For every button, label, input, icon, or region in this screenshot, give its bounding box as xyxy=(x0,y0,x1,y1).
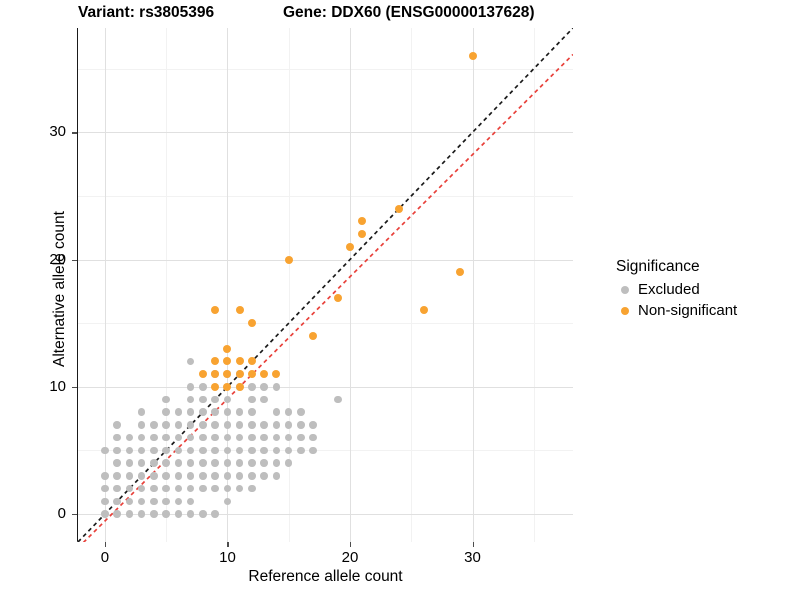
gridline-minor-vertical xyxy=(288,28,290,542)
y-axis-tick-label: 0 xyxy=(57,505,66,522)
x-axis-tick-label: 20 xyxy=(341,549,359,566)
gridline-major-vertical xyxy=(350,28,351,542)
x-axis-tick xyxy=(350,542,352,547)
y-axis-tick xyxy=(72,132,77,134)
x-axis-tick xyxy=(227,542,229,547)
gridline-major-vertical xyxy=(104,28,106,542)
excluded-dot-icon xyxy=(616,281,634,299)
legend-item-label: Non-significant xyxy=(638,302,738,319)
x-axis-label: Reference allele count xyxy=(248,568,403,585)
gridline-major-vertical xyxy=(472,28,474,542)
gridline-minor-vertical xyxy=(533,28,535,542)
y-axis-tick xyxy=(72,386,77,388)
gridline-major-horizontal xyxy=(78,514,573,515)
y-axis-tick-label: 10 xyxy=(49,377,66,395)
legend-swatch xyxy=(621,285,629,294)
panel-axis-line-y xyxy=(77,28,79,542)
y-axis-tick xyxy=(72,514,77,516)
gridline-minor-horizontal xyxy=(78,68,573,70)
gridline-minor-horizontal xyxy=(78,323,573,325)
legend-items: Excluded Non-significant xyxy=(616,279,737,321)
x-axis-tick-label: 0 xyxy=(100,549,110,566)
gridline-minor-horizontal xyxy=(78,195,573,197)
identity-line xyxy=(78,28,573,542)
x-axis-tick xyxy=(472,542,474,547)
legend-item-label: Excluded xyxy=(638,281,700,298)
gridline-minor-horizontal xyxy=(78,450,573,452)
x-axis-tick-label: 30 xyxy=(464,549,481,566)
gridline-major-horizontal xyxy=(78,132,573,134)
legend-title: Significance xyxy=(616,258,700,275)
gridline-major-vertical xyxy=(227,28,229,542)
reference-lines xyxy=(78,28,573,542)
variant-title: Variant: rs3805396 xyxy=(78,4,215,21)
y-axis-tick-label: 20 xyxy=(49,250,66,268)
legend-item-non-significant[interactable]: Non-significant xyxy=(616,300,737,321)
y-axis-label: Alternative allele count xyxy=(51,211,68,367)
gridline-minor-vertical xyxy=(166,28,168,542)
gridline-minor-vertical xyxy=(411,28,413,542)
y-axis-tick xyxy=(72,259,77,261)
y-axis-tick-label: 30 xyxy=(49,123,66,141)
legend-swatch xyxy=(621,306,629,315)
x-axis-tick-label: 10 xyxy=(219,549,236,566)
legend: Significance Excluded Non-significant xyxy=(616,258,737,321)
gridline-major-horizontal xyxy=(78,386,573,388)
non-significant-dot-icon xyxy=(616,302,634,320)
fitted-line xyxy=(82,53,573,542)
legend-item-excluded[interactable]: Excluded xyxy=(616,279,737,300)
gene-title: Gene: DDX60 (ENSG00000137628) xyxy=(283,4,535,21)
gridline-major-horizontal xyxy=(78,259,573,261)
scatter-plot-panel xyxy=(78,28,573,542)
x-axis-tick xyxy=(104,542,107,547)
